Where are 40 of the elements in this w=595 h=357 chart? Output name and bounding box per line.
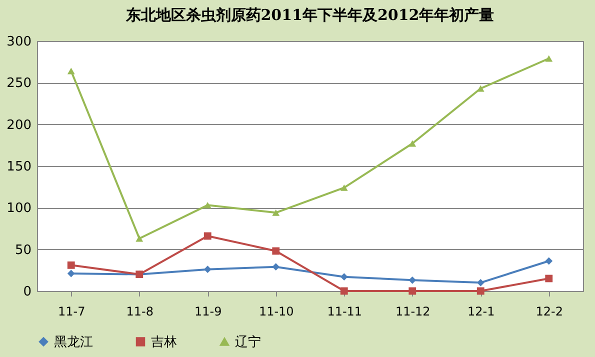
x-tick-label: 11-9 [194, 304, 222, 318]
point [340, 184, 348, 191]
point [272, 263, 280, 271]
y-tick-label: 250 [6, 76, 32, 92]
point [136, 235, 144, 242]
legend-label: 辽宁 [235, 334, 261, 350]
x-tick-label: 11-10 [258, 304, 294, 318]
point [476, 278, 484, 286]
point [204, 232, 212, 240]
point [545, 257, 553, 265]
chart-title: 东北地区杀虫剂原药2011年下半年及2012年年初产量 [124, 6, 494, 24]
y-tick-label: 300 [6, 34, 32, 50]
point [204, 266, 212, 274]
y-tick-label: 50 [14, 242, 32, 258]
y-tick-label: 150 [6, 160, 32, 174]
y-tick-label: 100 [6, 201, 32, 216]
x-tick-label: 12-2 [536, 304, 563, 318]
point [476, 287, 484, 295]
y-tick-label: 0 [23, 284, 32, 300]
point [272, 209, 280, 216]
point [408, 276, 416, 284]
x-tick-label: 12-1 [468, 304, 495, 318]
point [272, 247, 280, 255]
point [67, 68, 75, 74]
x-tick-label: 11-11 [327, 304, 362, 318]
legend-label: 吉林 [151, 334, 177, 350]
point [545, 274, 553, 282]
point [408, 140, 416, 147]
x-tick-label: 11-7 [58, 304, 86, 318]
point [340, 273, 348, 281]
point [408, 287, 416, 295]
y-tick-label: 200 [6, 118, 32, 133]
point [340, 287, 348, 295]
point [545, 55, 553, 62]
x-tick-label: 11-12 [395, 304, 430, 318]
point [204, 202, 212, 208]
point [67, 261, 75, 269]
x-tick-label: 11-8 [126, 304, 154, 318]
point [67, 270, 75, 278]
legend-label: 黑龙江 [54, 334, 93, 350]
